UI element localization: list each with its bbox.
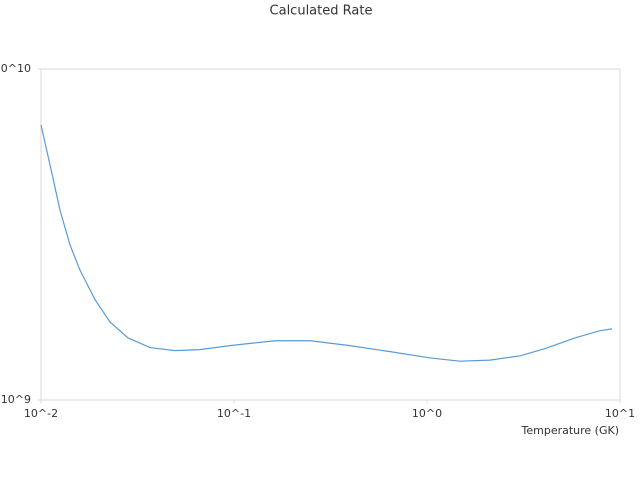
chart-title: Calculated Rate (270, 4, 373, 19)
y-tick-label: 10^9 (1, 393, 31, 406)
x-tick-label: 10^-1 (217, 407, 251, 420)
plot-area (40, 68, 621, 401)
x-tick-label: 10^-2 (24, 407, 58, 420)
series-line (40, 124, 613, 362)
x-tick-label: 10^1 (605, 407, 635, 420)
x-tick-label: 10^0 (412, 407, 442, 420)
y-tick-label: 10^10 (0, 62, 31, 75)
x-axis-title: Temperature (GK) (521, 424, 620, 437)
